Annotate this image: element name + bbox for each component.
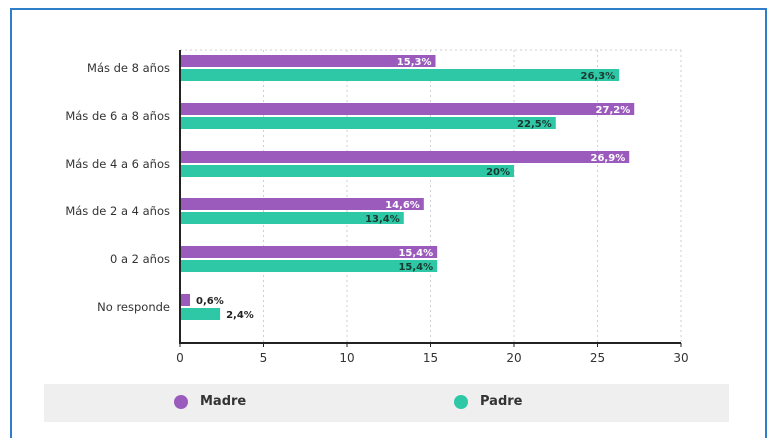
category-label: Más de 2 a 4 años: [65, 204, 170, 218]
bar-chart: 15,3% 26,3% 27,2% 22,5% 26,9% 20% 14,6% 13,4% 15…: [65, 49, 689, 365]
bars-layer: [180, 55, 635, 320]
data-label: 26,9%: [591, 153, 626, 164]
bar-padre: [180, 308, 221, 320]
bar-madre: [180, 294, 191, 306]
data-label: 27,2%: [596, 105, 631, 116]
data-label: 14,6%: [385, 200, 420, 211]
category-label: 0 a 2 años: [110, 252, 170, 266]
x-tick-label: 20: [506, 351, 521, 365]
bar-padre: [180, 165, 514, 177]
category-label: Más de 6 a 8 años: [65, 109, 170, 123]
bar-madre: [180, 103, 635, 115]
bar-padre: [180, 117, 556, 129]
bar-madre: [180, 151, 630, 163]
bar-padre: [180, 260, 438, 272]
bar-madre: [180, 55, 436, 67]
bar-madre: [180, 246, 438, 258]
x-tick-label: 30: [673, 351, 688, 365]
labels-layer: 15,3% 26,3% 27,2% 22,5% 26,9% 20% 14,6% 13,4% 15…: [196, 57, 630, 321]
data-label: 0,6%: [196, 296, 224, 307]
bar-padre: [180, 212, 404, 224]
category-label: No responde: [97, 300, 170, 314]
data-label: 15,4%: [398, 262, 433, 273]
data-label: 2,4%: [226, 310, 254, 321]
legend: Madre Padre: [44, 384, 729, 422]
legend-swatch-madre: [174, 394, 188, 409]
data-label: 22,5%: [517, 119, 552, 130]
category-label: Más de 8 años: [87, 61, 170, 75]
chart-frame: [10, 8, 767, 438]
legend-label-padre: Padre: [480, 394, 523, 409]
data-label: 15,4%: [398, 248, 433, 259]
data-label: 13,4%: [365, 214, 400, 225]
category-label: Más de 4 a 6 años: [65, 157, 170, 171]
data-label: 26,3%: [581, 71, 616, 82]
legend-item-madre: Madre: [174, 394, 246, 409]
x-tick-label: 0: [176, 351, 184, 365]
data-label: 20%: [486, 167, 510, 178]
bar-madre: [180, 198, 424, 210]
axis-layer: Más de 8 años Más de 6 a 8 años Más de 4 a…: [65, 50, 689, 365]
grid-layer: [180, 49, 682, 343]
bar-padre: [180, 69, 620, 81]
x-tick-label: 5: [260, 351, 268, 365]
legend-item-padre: Padre: [454, 394, 523, 409]
x-tick-label: 25: [590, 351, 605, 365]
data-label: 15,3%: [397, 57, 432, 68]
x-tick-label: 10: [339, 351, 354, 365]
x-tick-label: 15: [423, 351, 438, 365]
legend-label-madre: Madre: [200, 394, 247, 409]
legend-swatch-padre: [454, 394, 468, 409]
